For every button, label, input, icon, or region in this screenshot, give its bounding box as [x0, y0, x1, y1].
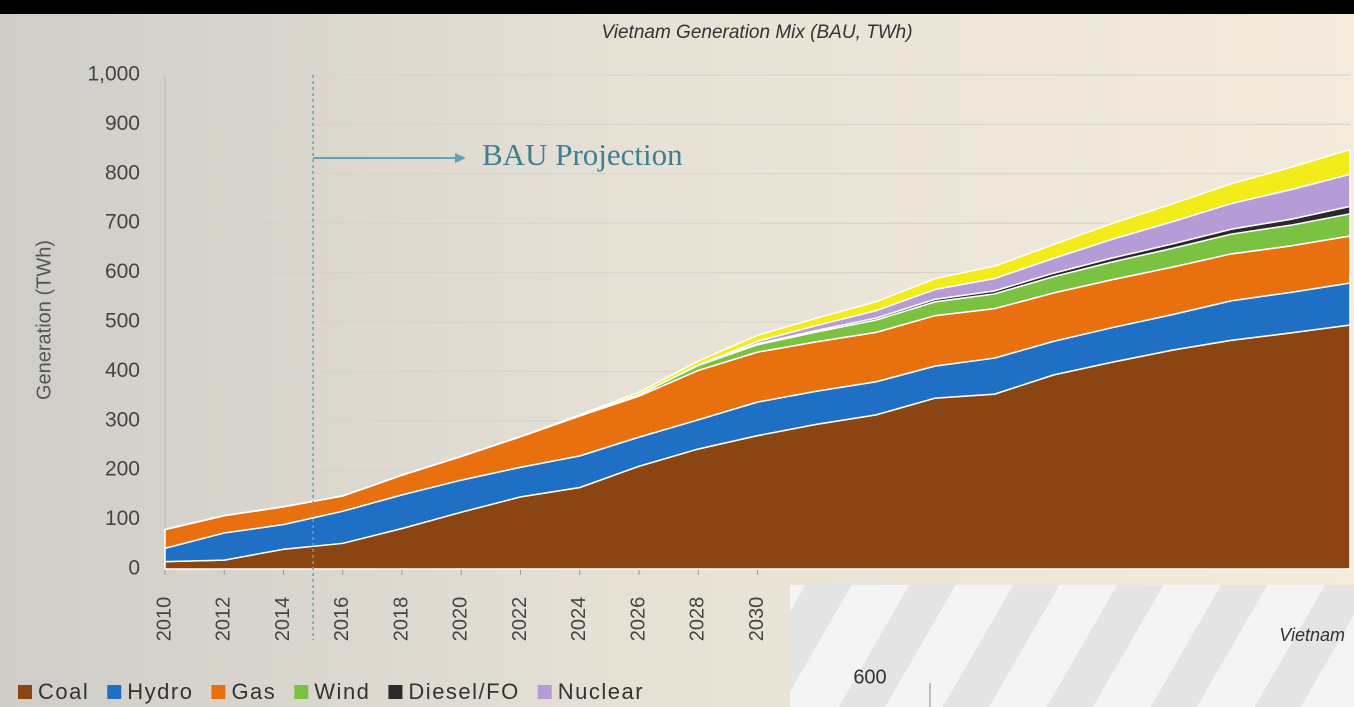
chart: Vietnam Generation Mix (BAU, TWh) Genera…: [0, 0, 1354, 707]
x-tick-label: 2012: [213, 597, 235, 642]
y-tick-label: 800: [105, 161, 140, 184]
x-tick-label: 2026: [627, 597, 649, 642]
legend-swatch: [211, 685, 225, 699]
legend-swatch: [538, 685, 552, 699]
inset-panel: [790, 585, 1354, 707]
annotation: BAU Projection: [482, 137, 683, 172]
y-tick-label: 400: [105, 359, 140, 382]
legend-label: Wind: [314, 679, 370, 704]
y-tick-label: 1,000: [87, 63, 140, 86]
legend-swatch: [18, 685, 32, 699]
legend-swatch: [107, 685, 121, 699]
x-tick-label: 2016: [331, 597, 353, 642]
legend-swatch: [388, 685, 402, 699]
y-axis-label: Generation (TWh): [33, 240, 55, 400]
y-tick-label: 900: [105, 112, 140, 135]
chart-title: Vietnam Generation Mix (BAU, TWh): [601, 22, 912, 43]
x-tick-label: 2010: [153, 597, 175, 642]
x-tick-label: 2020: [450, 597, 472, 642]
legend-label: Gas: [231, 679, 276, 704]
page: {"chart_data": {"type": "area", "title":…: [0, 0, 1354, 707]
x-tick-label: 2030: [746, 597, 768, 642]
y-tick-label: 600: [105, 260, 140, 283]
inset-tick-label: 600: [853, 666, 886, 688]
x-tick-label: 2018: [390, 597, 412, 642]
x-tick-label: 2014: [272, 597, 294, 642]
x-tick-label: 2028: [687, 597, 709, 642]
legend-label: Nuclear: [558, 679, 644, 704]
y-tick-label: 700: [105, 211, 140, 234]
y-tick-label: 500: [105, 310, 140, 333]
y-tick-label: 300: [105, 408, 140, 431]
legend-swatch: [294, 685, 308, 699]
inset-title: Vietnam: [1279, 625, 1345, 645]
y-tick-label: 200: [105, 458, 140, 481]
legend-label: Diesel/FO: [408, 679, 519, 704]
y-tick-label: 0: [128, 557, 140, 580]
x-tick-label: 2024: [568, 597, 590, 642]
legend-label: Hydro: [127, 679, 193, 704]
legend-label: Coal: [38, 679, 89, 704]
y-tick-label: 100: [105, 507, 140, 530]
x-tick-label: 2022: [509, 597, 531, 642]
